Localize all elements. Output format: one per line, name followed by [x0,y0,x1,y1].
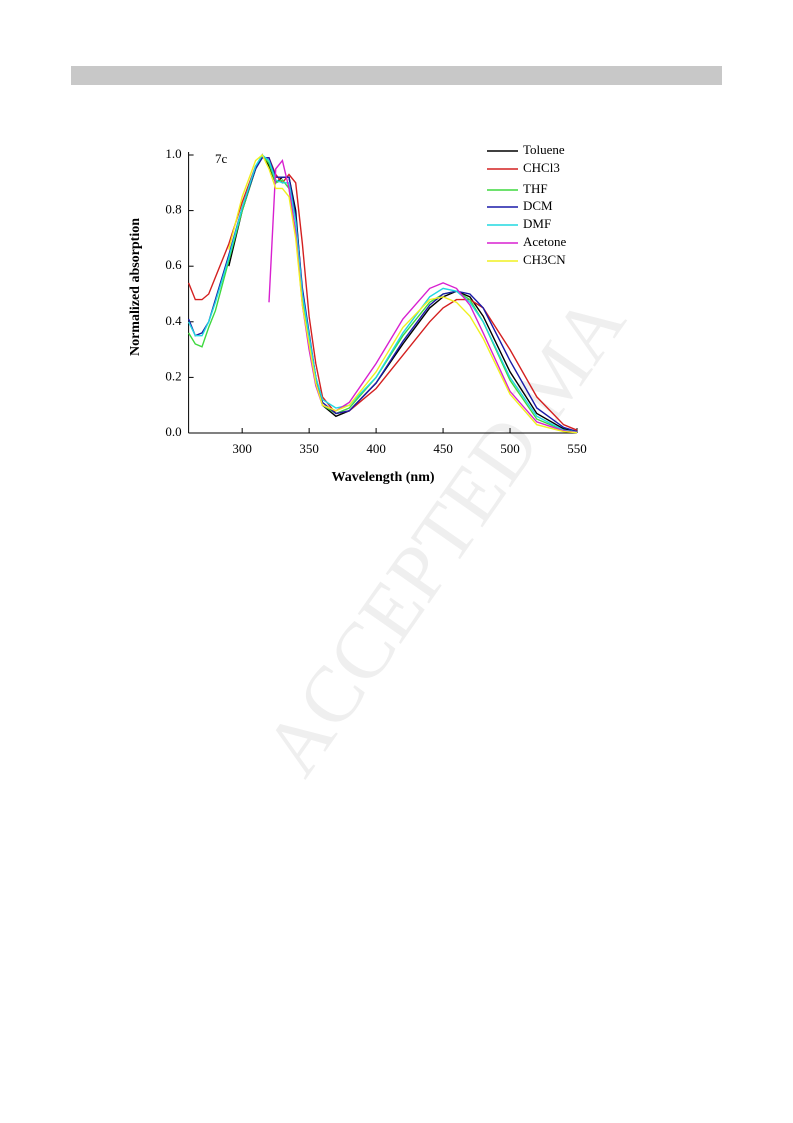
y-tick-label: 0.8 [165,202,181,217]
y-tick-label: 0.2 [165,368,181,383]
x-tick-label: 550 [567,441,587,456]
series-line [228,153,578,434]
legend-label: Toluene [523,142,565,157]
annotation: 7c [215,151,228,166]
x-tick-label: 400 [366,441,386,456]
x-tick-label: 450 [433,441,453,456]
watermark: ACCEPTED MA [248,280,643,791]
x-tick-label: 500 [500,441,520,456]
x-tick-label: 300 [232,441,252,456]
legend-label: CH3CN [523,252,566,267]
y-tick-label: 1.0 [165,146,181,161]
x-axis-label: Wavelength (nm) [331,470,434,485]
legend-label: DCM [523,198,553,213]
y-tick-label: 0.6 [165,257,182,272]
y-tick-label: 0.0 [165,424,181,439]
legend-label: DMF [523,216,551,231]
series-line [268,159,578,434]
y-axis-label: Normalized absorption [128,218,143,356]
legend-label: THF [523,181,548,196]
series-line [228,153,578,433]
header-bar [71,66,722,85]
legend-label: CHCl3 [523,160,560,175]
series-line [187,153,578,433]
x-tick-label: 350 [299,441,319,456]
y-tick-label: 0.4 [165,313,182,328]
legend-label: Acetone [523,234,567,249]
